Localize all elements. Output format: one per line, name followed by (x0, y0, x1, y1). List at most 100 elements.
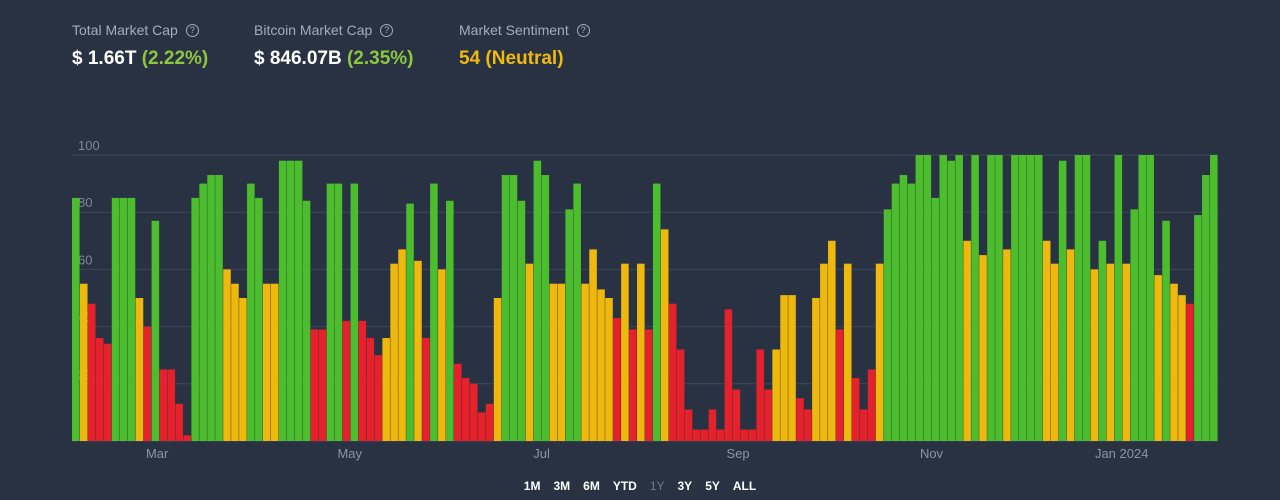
range-button[interactable]: 3Y (677, 479, 693, 493)
bar (589, 249, 597, 441)
bar (1034, 155, 1043, 441)
bar (398, 249, 406, 441)
bar (1011, 155, 1019, 441)
help-icon[interactable]: ? (380, 23, 394, 37)
bar (1162, 220, 1170, 441)
bar (175, 403, 184, 441)
bar (557, 283, 566, 441)
bar (103, 343, 112, 441)
bar (597, 289, 605, 441)
range-button[interactable]: 1M (523, 479, 541, 493)
bar (1106, 263, 1115, 441)
bar (780, 295, 788, 441)
help-icon[interactable]: ? (576, 23, 590, 37)
bar (422, 338, 430, 441)
bar (875, 263, 884, 441)
value-text: $ 1.66T (72, 48, 137, 69)
bar (183, 435, 191, 441)
bar (1122, 263, 1131, 441)
bar (1027, 155, 1035, 441)
bar (95, 338, 104, 441)
bar (461, 378, 470, 441)
bar (621, 263, 629, 441)
bar (350, 183, 359, 441)
bar (684, 409, 693, 441)
bar (302, 200, 311, 441)
bar (899, 175, 908, 441)
bar (223, 269, 231, 441)
bar (836, 329, 844, 441)
stat: Market Sentiment? 54 (Neutral) (459, 22, 590, 70)
bar (414, 260, 422, 441)
range-button[interactable]: ALL (732, 479, 757, 493)
bar (629, 329, 637, 441)
bar (955, 155, 963, 441)
bar (1003, 249, 1011, 441)
bar (1114, 155, 1123, 441)
bar (382, 338, 390, 441)
x-tick-label: Nov (920, 446, 944, 461)
bar (1146, 155, 1154, 441)
bar (851, 378, 860, 441)
help-icon[interactable]: ? (185, 23, 199, 37)
range-button[interactable]: 5Y (705, 479, 720, 493)
bar (724, 309, 733, 441)
bar (151, 220, 160, 441)
bar (1210, 155, 1218, 441)
bar (828, 240, 836, 441)
bar (613, 318, 621, 441)
bar (469, 383, 478, 441)
bar (716, 429, 725, 441)
x-tick-label: Jul (533, 446, 550, 461)
bar (525, 263, 534, 441)
bar (366, 338, 375, 441)
bar (446, 200, 454, 441)
bar (645, 329, 653, 441)
bar (915, 155, 924, 441)
range-button[interactable]: 6M (583, 479, 600, 493)
bar (1019, 155, 1027, 441)
x-tick-label: Jan 2024 (1095, 446, 1149, 461)
bar (700, 429, 709, 441)
x-tick-label: Mar (146, 446, 169, 461)
bar (1058, 160, 1067, 441)
bar (668, 303, 677, 441)
y-tick-label: 100 (78, 138, 100, 153)
bar (533, 160, 542, 441)
bar (1050, 263, 1059, 441)
bar (1098, 240, 1107, 441)
bar (310, 329, 319, 441)
bar (167, 369, 176, 441)
bar (979, 255, 987, 441)
bar (740, 429, 749, 441)
bar (748, 429, 757, 441)
stat-label: Total Market Cap? (72, 22, 208, 38)
bar (215, 175, 223, 441)
bar (278, 160, 287, 441)
range-button[interactable]: 3M (553, 479, 571, 493)
bar (517, 200, 526, 441)
bar (374, 355, 382, 441)
bar (1130, 209, 1139, 441)
bar (891, 183, 900, 441)
bar (772, 349, 780, 441)
bar (493, 298, 502, 441)
bar (573, 183, 581, 441)
range-button[interactable]: YTD (612, 479, 637, 493)
bar (708, 409, 717, 441)
bar (565, 209, 573, 441)
stat-label: Market Sentiment? (459, 22, 590, 38)
bar (1154, 275, 1162, 441)
bar (438, 269, 446, 441)
y-tick-label: 60 (78, 252, 92, 267)
range-button[interactable]: 1Y (649, 479, 665, 493)
x-tick-label: Sep (727, 446, 750, 461)
stat: Total Market Cap? $ 1.66T (2.22%) (72, 22, 208, 70)
bar (390, 263, 398, 441)
bar (963, 240, 971, 441)
bar (286, 160, 295, 441)
bar (1178, 295, 1186, 441)
bar (1202, 175, 1210, 441)
bar (87, 303, 96, 441)
chart: 20406080100MarMayJulSepNovJan 2024 (72, 138, 1218, 461)
